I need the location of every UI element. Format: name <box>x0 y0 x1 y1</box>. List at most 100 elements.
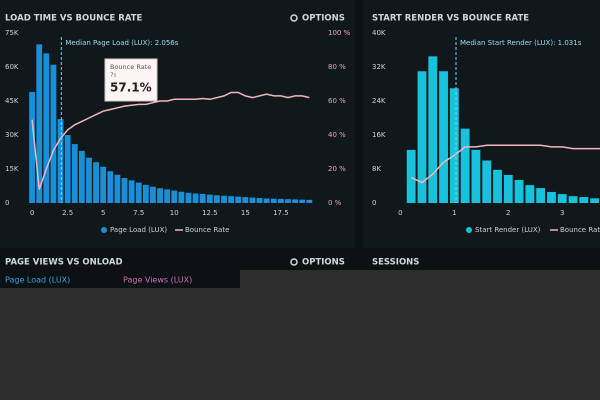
line <box>410 144 600 184</box>
bar <box>121 178 128 203</box>
bar <box>306 199 313 203</box>
options-icon[interactable] <box>290 14 298 22</box>
y-tick-label: 32K <box>372 63 386 71</box>
bar <box>449 88 459 203</box>
bar <box>417 71 427 203</box>
y-tick-label: 30K <box>5 131 19 139</box>
bar <box>590 198 600 203</box>
y-tick-label: 0 <box>5 199 9 207</box>
bar <box>213 195 220 203</box>
y-tick-label: 60K <box>5 63 19 71</box>
y-tick-label: 15K <box>5 165 19 173</box>
bar <box>100 166 107 203</box>
median-label: Median Page Load (LUX): 2.056s <box>65 39 178 47</box>
legend-item[interactable]: Page Load (LUX) <box>5 276 70 285</box>
tooltip-title: Bounce Rate <box>110 63 151 71</box>
bar <box>29 91 36 203</box>
bar <box>482 160 492 203</box>
bar <box>242 197 249 203</box>
median-label: Median Start Render (LUX): 1.031s <box>460 39 582 47</box>
options-icon[interactable] <box>290 258 298 266</box>
bar <box>171 190 178 203</box>
bar <box>536 188 546 203</box>
y-tick-label: 75K <box>5 29 19 37</box>
bar <box>547 191 556 203</box>
bar <box>285 199 291 203</box>
x-tick-label: 5 <box>101 209 105 217</box>
bar <box>57 119 64 203</box>
bar <box>514 180 524 203</box>
bar <box>579 197 589 203</box>
x-tick-label: 7.5 <box>133 209 144 217</box>
bar <box>493 169 502 203</box>
x-tick-label: 15 <box>241 209 250 217</box>
x-tick-label: 3 <box>560 209 564 217</box>
y2-tick-label: 80 % <box>328 63 346 71</box>
legend-item: Bounce Rate <box>185 226 229 234</box>
bar <box>114 174 121 203</box>
bar <box>428 56 438 203</box>
x-tick-label: 0 <box>398 209 402 217</box>
tooltip <box>104 58 158 102</box>
legend-swatch <box>466 227 472 233</box>
bar <box>292 199 299 203</box>
bar <box>86 157 92 203</box>
panel-title: START RENDER VS BOUNCE RATE <box>372 14 529 24</box>
bar <box>503 174 513 203</box>
x-tick-label: 2 <box>506 209 510 217</box>
y-tick-label: 16K <box>372 131 386 139</box>
options-button[interactable]: OPTIONS <box>302 14 345 24</box>
bar <box>107 171 114 203</box>
y2-tick-label: 0 % <box>328 199 342 207</box>
y-tick-label: 24K <box>372 97 386 105</box>
bar <box>185 192 192 203</box>
line <box>31 91 310 190</box>
bar <box>164 189 171 203</box>
bar <box>439 71 448 203</box>
bar <box>270 198 277 203</box>
bar <box>221 195 227 203</box>
bar <box>36 44 43 204</box>
bar <box>135 182 142 203</box>
panel-title: PAGE VIEWS VS ONLOAD <box>5 258 123 268</box>
bar <box>157 188 163 203</box>
bar <box>256 198 263 203</box>
bar <box>78 150 85 203</box>
panel <box>363 0 600 248</box>
y2-tick-label: 20 % <box>328 165 346 173</box>
bar <box>460 128 470 203</box>
y-tick-label: 40K <box>372 29 386 37</box>
bar <box>277 198 284 203</box>
panel-title: SESSIONS <box>372 258 419 268</box>
x-tick-label: 0 <box>30 209 34 217</box>
bar <box>199 193 206 203</box>
tooltip-x: 7s <box>110 73 116 79</box>
x-tick-label: 2.5 <box>62 209 73 217</box>
bar <box>150 186 156 203</box>
y-tick-label: 8K <box>372 165 381 173</box>
bar <box>206 194 213 203</box>
x-tick-label: 10 <box>170 209 179 217</box>
bar <box>525 185 535 203</box>
legend-item: Start Render (LUX) <box>475 226 541 234</box>
bar <box>263 198 270 203</box>
y2-tick-label: 100 % <box>328 29 351 37</box>
x-tick-label: 17.5 <box>273 209 289 217</box>
legend-swatch <box>101 227 107 233</box>
y2-tick-label: 40 % <box>328 131 346 139</box>
panel <box>0 270 240 288</box>
legend-item: Bounce Rate <box>560 226 600 234</box>
bar <box>228 196 235 203</box>
bar <box>142 184 149 203</box>
y-tick-label: 45K <box>5 97 19 105</box>
plot <box>29 44 313 204</box>
bar <box>568 196 578 203</box>
panel-title: LOAD TIME VS BOUNCE RATE <box>5 14 143 24</box>
bar <box>406 149 416 203</box>
legend-item[interactable]: Page Views (LUX) <box>123 276 192 285</box>
options-button[interactable]: OPTIONS <box>302 258 345 268</box>
bar <box>471 149 481 203</box>
tooltip-value: 57.1% <box>110 81 152 95</box>
legend-item: Page Load (LUX) <box>110 226 167 234</box>
